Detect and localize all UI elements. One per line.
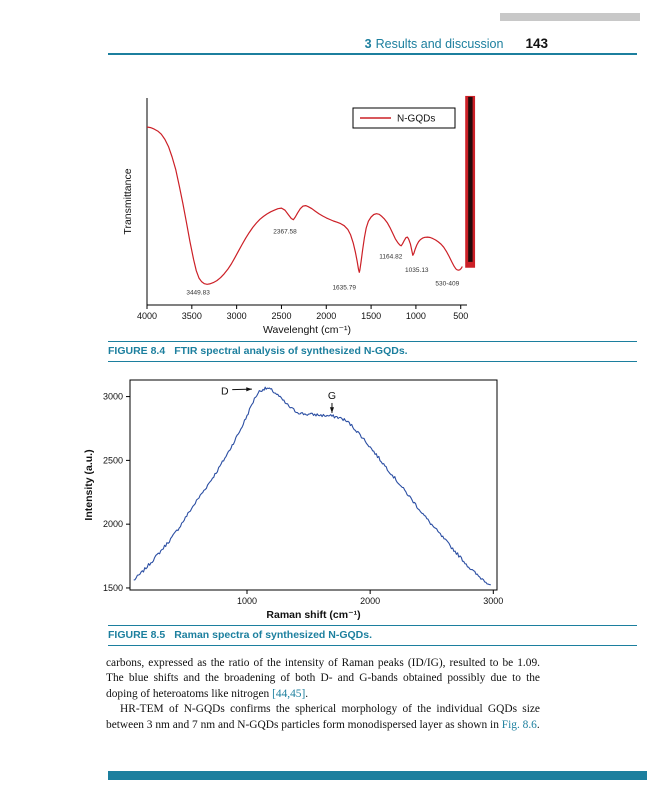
- section-number: 3: [364, 37, 372, 51]
- raman-chart-svg: 1000 2000 3000 1500 2000 2500 3000 Raman shift …: [83, 379, 503, 621]
- svg-text:3000: 3000: [483, 596, 503, 606]
- svg-text:D: D: [221, 385, 229, 397]
- svg-text:1635.79: 1635.79: [332, 284, 356, 291]
- svg-text:Raman shift (cm⁻¹): Raman shift (cm⁻¹): [266, 609, 360, 621]
- svg-text:4000: 4000: [137, 311, 157, 321]
- paragraph: HR-TEM of N-GQDs confirms the spherical …: [106, 702, 540, 733]
- svg-text:3449.83: 3449.83: [186, 290, 210, 297]
- svg-text:N-GQDs: N-GQDs: [397, 114, 435, 125]
- svg-text:Intensity (a.u.): Intensity (a.u.): [83, 449, 95, 520]
- section-title: Results and discussion: [375, 37, 504, 51]
- citation-link[interactable]: [44,45]: [272, 687, 306, 700]
- svg-text:1500: 1500: [103, 583, 123, 593]
- svg-text:2000: 2000: [316, 311, 336, 321]
- bottom-teal-bar: [108, 771, 647, 780]
- svg-text:530-409: 530-409: [435, 280, 459, 287]
- svg-text:2000: 2000: [103, 519, 123, 529]
- svg-text:500: 500: [453, 311, 468, 321]
- text-run: .: [305, 687, 309, 700]
- ftir-chart-svg: 4000 3500 3000 2500 2000 1500 1000 500 Wavelengh…: [122, 95, 476, 336]
- svg-text:3500: 3500: [182, 311, 202, 321]
- figure-8-4-caption: FIGURE 8.4 FTIR spectral analysis of synt…: [108, 341, 637, 362]
- svg-text:2500: 2500: [271, 311, 291, 321]
- paragraph: carbons, expressed as the ratio of the i…: [106, 656, 540, 702]
- figure-caption-text: Raman spectra of synthesized N-GQDs.: [174, 629, 372, 641]
- svg-text:3000: 3000: [103, 392, 123, 402]
- svg-text:1500: 1500: [361, 311, 381, 321]
- svg-text:2000: 2000: [360, 596, 380, 606]
- figure-caption-text: FTIR spectral analysis of synthesized N-…: [174, 345, 408, 357]
- page-number: 143: [525, 36, 548, 51]
- header-rule: [108, 53, 637, 55]
- svg-text:Wavelenght (cm⁻¹): Wavelenght (cm⁻¹): [263, 324, 351, 336]
- text-run: .: [536, 718, 540, 731]
- figure-8-5-chart: 1000 2000 3000 1500 2000 2500 3000 Raman shift …: [72, 372, 512, 622]
- body-text: carbons, expressed as the ratio of the i…: [106, 656, 540, 733]
- svg-text:1000: 1000: [406, 311, 426, 321]
- svg-text:G: G: [328, 390, 336, 402]
- svg-text:1000: 1000: [237, 596, 257, 606]
- figure-label: FIGURE 8.4: [108, 345, 166, 357]
- figure-label: FIGURE 8.5: [108, 629, 166, 641]
- svg-text:1164.82: 1164.82: [379, 253, 402, 260]
- running-header: 3 Results and discussion 143: [108, 36, 548, 51]
- svg-text:Transmittance: Transmittance: [122, 168, 134, 234]
- svg-text:3000: 3000: [227, 311, 247, 321]
- top-edge-gray-bar: [500, 13, 640, 21]
- text-run: HR-TEM of N-GQDs confirms the spherical …: [106, 703, 540, 731]
- svg-text:1035.13: 1035.13: [405, 267, 429, 274]
- svg-text:2367.58: 2367.58: [273, 229, 297, 236]
- svg-text:2500: 2500: [103, 455, 123, 465]
- citation-link[interactable]: Fig. 8.6: [501, 718, 537, 731]
- figure-8-5-caption: FIGURE 8.5 Raman spectra of synthesized N…: [108, 625, 637, 646]
- text-run: carbons, expressed as the ratio of the i…: [106, 657, 540, 700]
- figure-8-4-chart: 4000 3500 3000 2500 2000 1500 1000 500 Wavelengh…: [105, 88, 500, 340]
